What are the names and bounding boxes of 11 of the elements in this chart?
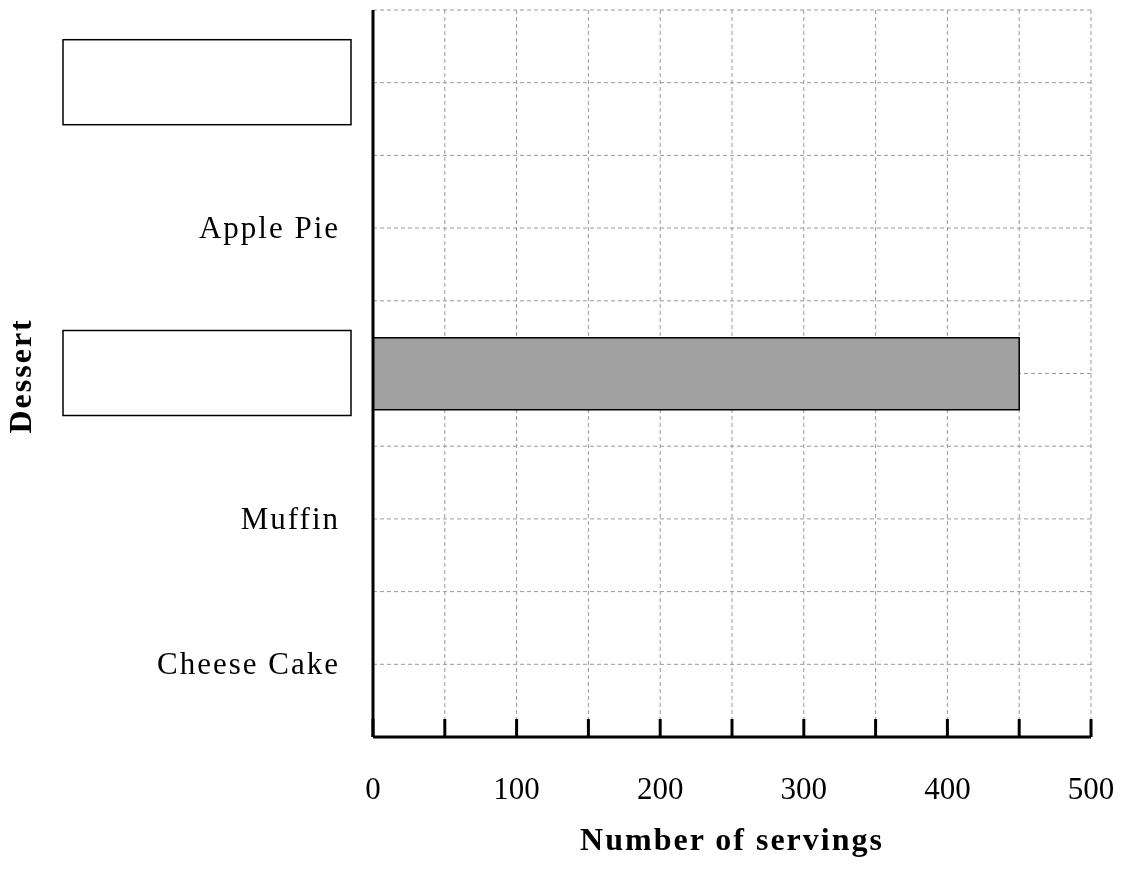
x-tick-label: 0 bbox=[365, 771, 381, 807]
y-tick-label: Apple Pie bbox=[198, 210, 340, 246]
x-tick-label: 500 bbox=[1067, 771, 1115, 807]
x-tick-label: 200 bbox=[636, 771, 684, 807]
y-axis-title: Dessert bbox=[2, 318, 39, 434]
y-tick-label: Cheese Cake bbox=[157, 646, 340, 682]
x-tick-label: 400 bbox=[924, 771, 971, 807]
y-tick-label: Muffin bbox=[240, 500, 340, 536]
x-tick-label: 100 bbox=[493, 771, 540, 807]
x-tick-label: 300 bbox=[780, 771, 828, 807]
x-axis-title: Number of servings bbox=[580, 821, 884, 857]
